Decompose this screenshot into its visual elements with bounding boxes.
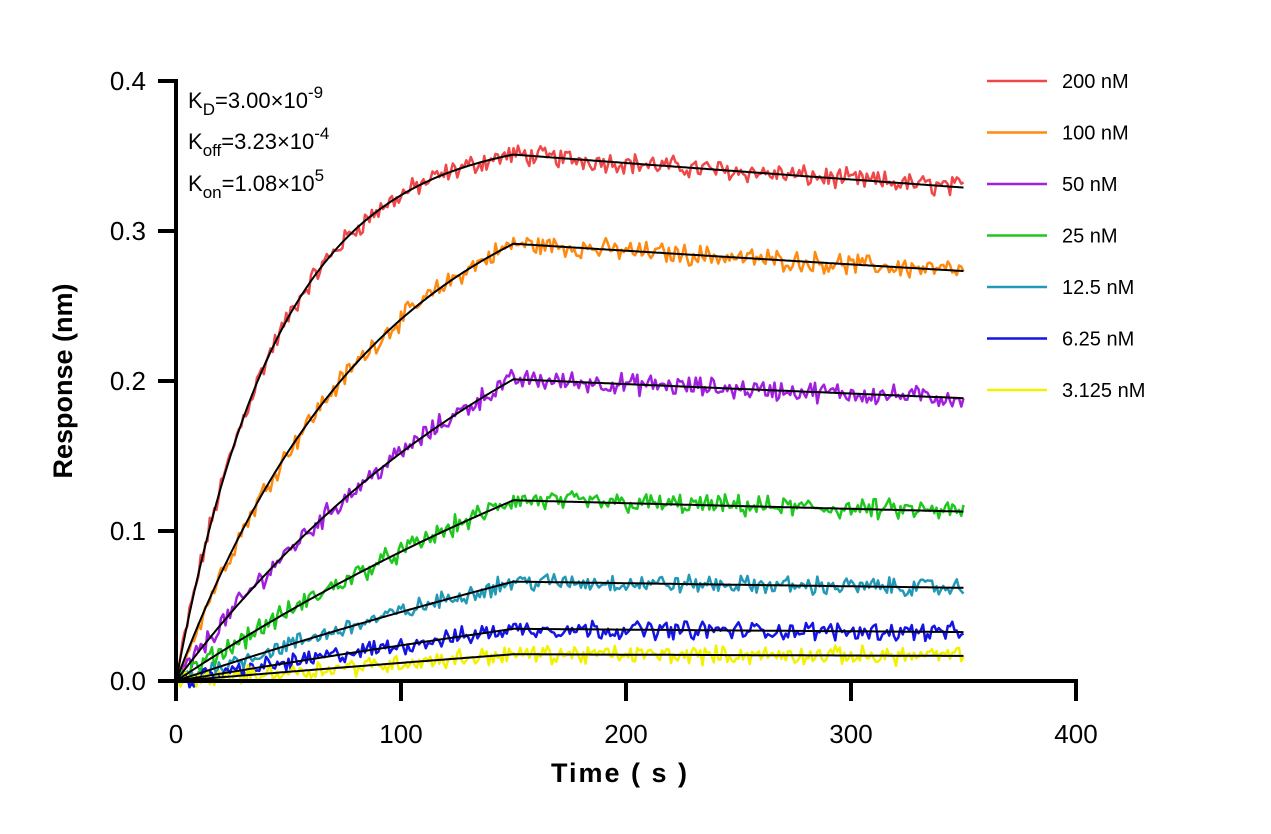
legend-label: 50 nM (1062, 174, 1118, 196)
series-line-12-5-nM (175, 572, 965, 684)
annotation-kd: KD=3.00×10-9 (188, 83, 323, 119)
fit-curve (175, 153, 964, 682)
fit-curve (175, 580, 964, 682)
fit-curve (175, 627, 964, 682)
annotation-kon: Kon=1.08×105 (188, 166, 324, 202)
fit-curve (175, 242, 964, 682)
legend-label: 12.5 nM (1062, 277, 1134, 299)
y-tick-label: 0.2 (110, 366, 146, 396)
y-tick-label: 0.1 (110, 516, 146, 546)
series-line-200-nM (174, 144, 965, 682)
y-tick-label: 0.3 (110, 216, 146, 246)
plot-area (174, 144, 965, 689)
y-axis-label: Response (nm) (48, 283, 78, 478)
series-line-3-125-nM (175, 644, 965, 688)
x-tick-label: 400 (1054, 719, 1097, 749)
legend-label: 6.25 nM (1062, 329, 1134, 351)
fit-curve (175, 499, 964, 682)
legend: 200 nM 100 nM 50 nM 25 nM 12.5 nM 6.25 nM 3.12… (987, 71, 1145, 402)
x-tick-label: 100 (379, 719, 422, 749)
fit-curve (175, 378, 964, 682)
x-axis-label: Time ( s ) (551, 758, 689, 788)
legend-label: 100 nM (1062, 123, 1129, 145)
legend-label: 200 nM (1062, 71, 1129, 93)
annotation-koff: Koff=3.23×10-4 (188, 124, 329, 160)
fit-curve (175, 653, 964, 682)
x-tick-label: 200 (604, 719, 647, 749)
ticks: 0 100 200 300 400 0.0 0.1 0.2 0.3 0.4 (110, 66, 1098, 749)
y-tick-label: 0.0 (110, 666, 146, 696)
kinetic-constants: KD=3.00×10-9 Koff=3.23×10-4 Kon=1.08×105 (188, 83, 329, 202)
y-tick-label: 0.4 (110, 66, 146, 96)
x-tick-label: 0 (169, 719, 183, 749)
legend-label: 3.125 nM (1062, 380, 1145, 402)
x-tick-label: 300 (829, 719, 872, 749)
legend-label: 25 nM (1062, 226, 1118, 248)
axes (174, 79, 1078, 683)
series-line-100-nM (174, 236, 965, 682)
